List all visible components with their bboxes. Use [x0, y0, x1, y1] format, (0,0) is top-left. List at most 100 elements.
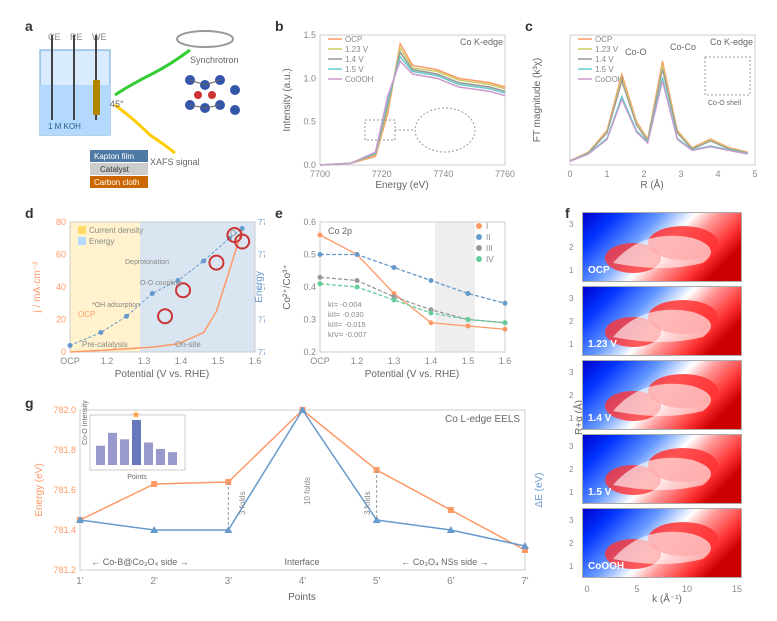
svg-text:1.5: 1.5: [303, 30, 316, 40]
svg-text:*OH adsorption: *OH adsorption: [92, 302, 140, 309]
svg-text:0.2: 0.2: [303, 347, 316, 357]
svg-text:k (Å⁻¹): k (Å⁻¹): [652, 592, 682, 604]
svg-text:Catalyst: Catalyst: [100, 165, 130, 174]
svg-text:II: II: [486, 233, 490, 242]
svg-text:Energy: Energy: [89, 237, 114, 246]
panel-a-schematic: CE RE WE 1 M KOH Synchrotron 45° XAFS si…: [30, 25, 265, 195]
svg-text:kII= -0.030: kII= -0.030: [328, 310, 364, 319]
svg-text:j / mA·cm⁻²: j / mA·cm⁻²: [32, 261, 43, 313]
svg-text:R (Å): R (Å): [640, 178, 663, 191]
svg-text:kIV= -0.007: kIV= -0.007: [328, 330, 367, 339]
svg-text:Interface: Interface: [284, 557, 319, 567]
svg-text:Pre-catalysis: Pre-catalysis: [82, 340, 128, 349]
svg-text:III: III: [486, 244, 493, 253]
svg-text:O-O coupling: O-O coupling: [140, 280, 181, 287]
svg-text:Co²⁺/Co³⁺: Co²⁺/Co³⁺: [282, 264, 293, 310]
svg-text:4': 4': [299, 576, 307, 587]
svg-text:40: 40: [56, 282, 66, 292]
svg-text:4: 4: [715, 169, 720, 179]
panel-c-chart: Co K-edge R (Å) FT magnitude (k³χ) Co-O …: [530, 25, 765, 195]
svg-text:XAFS signal: XAFS signal: [150, 157, 200, 167]
svg-text:5: 5: [752, 169, 757, 179]
svg-text:Synchrotron: Synchrotron: [190, 55, 239, 65]
svg-text:OCP: OCP: [60, 356, 80, 366]
svg-text:Current density: Current density: [89, 226, 143, 235]
svg-text:7720: 7720: [372, 169, 392, 179]
svg-text:Points: Points: [127, 474, 147, 481]
svg-text:Co K-edge: Co K-edge: [710, 37, 753, 47]
svg-text:1.5: 1.5: [462, 356, 475, 366]
svg-text:Co-O Intensity: Co-O Intensity: [82, 400, 89, 445]
svg-text:★: ★: [132, 410, 141, 421]
svg-text:3 folds: 3 folds: [238, 491, 247, 515]
svg-text:CE: CE: [48, 32, 61, 42]
svg-text:1.5 V: 1.5 V: [345, 65, 364, 74]
svg-text:80: 80: [56, 217, 66, 227]
svg-text:ΔE (eV): ΔE (eV): [534, 472, 545, 507]
svg-text:0.5: 0.5: [303, 117, 316, 127]
svg-text:Deprotonation: Deprotonation: [125, 259, 169, 266]
svg-text:5': 5': [373, 576, 381, 587]
svg-text:10 folds: 10 folds: [303, 477, 312, 505]
svg-text:7': 7': [521, 576, 529, 587]
svg-text:1.2: 1.2: [101, 356, 114, 366]
svg-text:Co-O shell: Co-O shell: [708, 100, 742, 107]
svg-text:1.6: 1.6: [249, 356, 262, 366]
svg-text:kIII= -0.015: kIII= -0.015: [328, 320, 366, 329]
svg-text:Co K-edge: Co K-edge: [460, 37, 503, 47]
svg-text:7722: 7722: [258, 251, 265, 260]
svg-text:OCP: OCP: [78, 310, 95, 319]
svg-text:0.5: 0.5: [303, 250, 316, 260]
panel-f-heatmaps: R+α (Å) OCP3211.23 V3211.4 V3211.5 V321C…: [582, 212, 762, 609]
svg-text:1': 1': [76, 576, 84, 587]
svg-text:WE: WE: [92, 32, 107, 42]
svg-text:3: 3: [678, 169, 683, 179]
svg-text:On-site: On-site: [175, 340, 201, 349]
svg-text:6': 6': [447, 576, 455, 587]
svg-text:1.3: 1.3: [388, 356, 401, 366]
svg-text:0: 0: [584, 584, 589, 594]
svg-text:1.3: 1.3: [138, 356, 151, 366]
svg-text:10: 10: [682, 584, 692, 594]
svg-text:7721: 7721: [258, 283, 265, 292]
svg-text:1.4 V: 1.4 V: [345, 55, 364, 64]
svg-text:Points: Points: [288, 592, 316, 603]
svg-text:7740: 7740: [433, 169, 453, 179]
panel-g-chart: Co L-edge EELS Points Energy (eV) ΔE (eV…: [30, 400, 550, 610]
svg-text:Energy (eV): Energy (eV): [375, 180, 428, 191]
svg-text:782.0: 782.0: [53, 405, 76, 415]
svg-text:Co L-edge EELS: Co L-edge EELS: [445, 414, 520, 425]
svg-text:3 folds: 3 folds: [363, 491, 372, 515]
panel-b-chart: Co K-edge Energy (eV) Intensity (a.u.) 7…: [280, 25, 515, 195]
svg-text:1.4: 1.4: [175, 356, 188, 366]
svg-text:7723: 7723: [258, 218, 265, 227]
svg-text:CoOOH: CoOOH: [595, 75, 624, 84]
svg-text:0: 0: [567, 169, 572, 179]
svg-text:← Co₃O₄ NSs side →: ← Co₃O₄ NSs side →: [401, 557, 488, 567]
svg-text:0.3: 0.3: [303, 315, 316, 325]
svg-text:← Co-B@Co₃O₄ side →: ← Co-B@Co₃O₄ side →: [91, 557, 189, 567]
svg-text:1.23 V: 1.23 V: [345, 45, 369, 54]
svg-text:1 M KOH: 1 M KOH: [48, 122, 81, 131]
svg-text:I: I: [486, 222, 488, 231]
svg-text:kI= -0.004: kI= -0.004: [328, 300, 362, 309]
svg-text:1.4 V: 1.4 V: [595, 55, 614, 64]
svg-text:1.4: 1.4: [425, 356, 438, 366]
svg-text:OCP: OCP: [310, 356, 330, 366]
svg-text:CoOOH: CoOOH: [345, 75, 374, 84]
svg-text:O₂: O₂: [230, 229, 239, 238]
svg-text:781.6: 781.6: [53, 485, 76, 495]
svg-text:15: 15: [732, 584, 742, 594]
svg-text:Carbon cloth: Carbon cloth: [94, 178, 139, 187]
svg-text:60: 60: [56, 250, 66, 260]
svg-text:781.4: 781.4: [53, 525, 76, 535]
svg-text:Kapton film: Kapton film: [94, 152, 134, 161]
svg-text:1: 1: [604, 169, 609, 179]
svg-text:Co-O: Co-O: [625, 47, 647, 57]
svg-text:Co 2p: Co 2p: [328, 226, 352, 236]
svg-text:OCP: OCP: [595, 35, 612, 44]
svg-text:IV: IV: [486, 255, 494, 264]
svg-text:2': 2': [150, 576, 158, 587]
svg-text:20: 20: [56, 315, 66, 325]
panel-d-chart: Potential (V vs. RHE) j / mA·cm⁻² Energy…: [30, 212, 265, 387]
